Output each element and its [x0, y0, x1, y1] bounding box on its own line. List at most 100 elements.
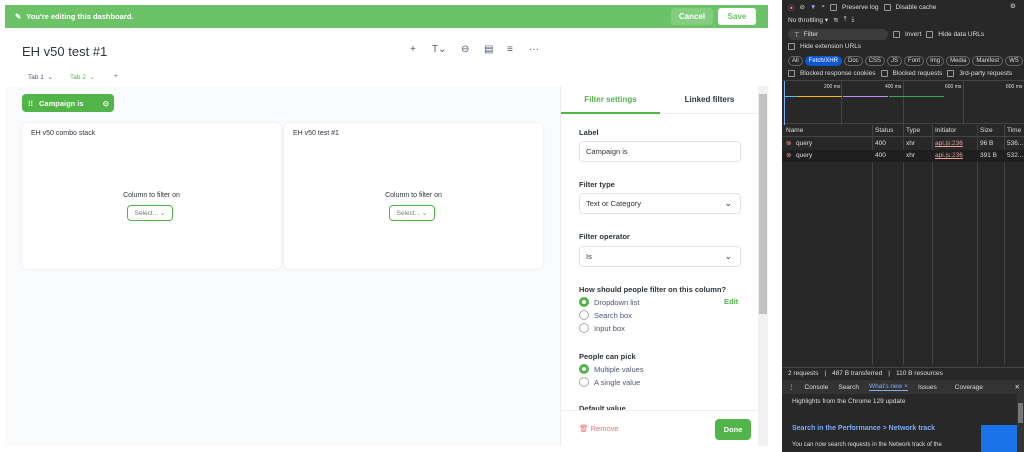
people-can-pick-heading: People can pick: [579, 352, 636, 361]
record-icon[interactable]: ⦿: [788, 5, 795, 12]
cell-time: 536...: [1007, 140, 1024, 147]
cell-name: query: [796, 140, 813, 147]
more-tabs-icon[interactable]: ⋮: [788, 384, 795, 391]
tab-linked-filters[interactable]: Linked filters: [660, 86, 759, 114]
type-filter-ws[interactable]: WS: [1005, 56, 1023, 66]
devtools-panel: ⦿ ⊘ ▼ ⌕ Preserve log Disable cache ⚙ No …: [782, 0, 1024, 452]
cell-initiator[interactable]: api.js:236: [935, 152, 963, 159]
wifi-icon[interactable]: ≋: [833, 17, 839, 24]
sidebar-scrollbar[interactable]: [758, 86, 768, 446]
add-tab-button[interactable]: +: [114, 73, 118, 80]
radio-multiple-values[interactable]: Multiple values: [579, 364, 644, 374]
news-title[interactable]: Search in the Performance > Network trac…: [792, 425, 935, 432]
filter-chip[interactable]: ⁞⁞ Campaign is ⊙: [22, 94, 114, 112]
radio-dropdown-list[interactable]: Dropdown list: [579, 297, 639, 307]
column-select[interactable]: Select... ⌄: [127, 205, 173, 221]
column-label: Column to filter on: [385, 192, 442, 199]
column-header-initiator[interactable]: Initiator: [935, 127, 957, 134]
tab-2[interactable]: Tab 2 ⌄: [66, 73, 99, 87]
tab-filter-settings[interactable]: Filter settings: [561, 86, 660, 114]
filter-type-heading: Filter type: [579, 180, 615, 189]
throttling-select[interactable]: No throttling ▾: [788, 17, 829, 24]
type-filter-doc[interactable]: Doc: [844, 56, 863, 66]
filter-icon[interactable]: ≡: [507, 44, 513, 55]
search-icon[interactable]: ⌕: [821, 3, 826, 10]
text-icon[interactable]: T⌄: [432, 44, 447, 55]
column-label: Column to filter on: [123, 192, 180, 199]
column-header-name[interactable]: Name: [786, 127, 804, 134]
drag-handle-icon[interactable]: ⁞⁞: [28, 98, 33, 108]
filter-sidebar: Filter settings Linked filters Label Cam…: [560, 86, 759, 446]
label-input[interactable]: Campaign is: [579, 141, 741, 162]
tab-console[interactable]: Console: [804, 383, 829, 391]
more-icon[interactable]: ···: [529, 44, 539, 55]
news-image: [981, 425, 1017, 452]
type-filter-media[interactable]: Media: [946, 56, 971, 66]
radio-single-value[interactable]: A single value: [579, 377, 640, 387]
dashboard-title[interactable]: EH v50 test #1: [22, 44, 108, 59]
column-header-time[interactable]: Time: [1007, 127, 1022, 134]
filter-type-select[interactable]: Text or Category ⌄: [579, 193, 741, 214]
cell-size: 96 B: [980, 140, 994, 147]
gear-icon[interactable]: ⊙: [102, 98, 109, 108]
preserve-log-checkbox[interactable]: [830, 3, 838, 11]
hide-data-urls-checkbox[interactable]: [926, 31, 934, 38]
blocked-cookies-checkbox[interactable]: [788, 70, 795, 77]
radio-search-box[interactable]: Search box: [579, 310, 632, 320]
clear-icon[interactable]: ⊘: [799, 4, 805, 11]
card-title: EH v50 test #1: [293, 130, 339, 137]
type-filter-all[interactable]: All: [788, 56, 803, 66]
remove-button[interactable]: 🗑 Remove: [579, 424, 619, 433]
drawer-scrollbar[interactable]: [1017, 393, 1024, 452]
banner-text: You're editing this dashboard.: [26, 12, 134, 21]
settings-icon[interactable]: ⚙: [1010, 3, 1016, 10]
highlights-text: Highlights from the Chrome 129 update: [792, 398, 906, 405]
close-drawer-icon[interactable]: ✕: [1014, 384, 1020, 391]
save-button[interactable]: Save: [718, 8, 756, 25]
type-filter-manifest[interactable]: Manifest: [972, 56, 1004, 66]
request-row[interactable]: ⊗ query 400 xhr api.js:236 96 B 536...: [782, 138, 1024, 150]
type-filter-js[interactable]: JS: [887, 56, 903, 66]
done-button[interactable]: Done: [715, 419, 751, 440]
disable-cache-checkbox[interactable]: [883, 3, 891, 11]
type-filter-fetchxhr[interactable]: Fetch/XHR: [804, 56, 843, 66]
dashcard: EH v50 test #1 Column to filter on Selec…: [284, 123, 543, 269]
column-header-size[interactable]: Size: [980, 127, 993, 134]
column-select[interactable]: Select... ⌄: [389, 205, 435, 221]
tab-1[interactable]: Tab 1 ⌄: [28, 74, 53, 81]
third-party-checkbox[interactable]: [947, 70, 955, 77]
how-heading: How should people filter on this column?: [579, 285, 727, 294]
tab-search[interactable]: Search: [838, 383, 859, 391]
upload-icon[interactable]: ⤒: [843, 16, 847, 23]
chevron-down-icon: ⌄: [724, 251, 732, 261]
status-bar: 2 requests | 487 B transferred | 110 B resou…: [782, 367, 1024, 379]
filter-operator-select[interactable]: Is ⌄: [579, 246, 741, 267]
column-header-status[interactable]: Status: [875, 127, 894, 134]
download-icon[interactable]: ⤓: [851, 16, 855, 23]
radio-input-box[interactable]: Input box: [579, 323, 625, 333]
tab-whats-new[interactable]: What's new ×: [868, 383, 908, 391]
filter-icon[interactable]: ▼: [809, 3, 817, 11]
tab-coverage[interactable]: Coverage: [954, 383, 983, 391]
edit-link[interactable]: Edit: [724, 297, 739, 306]
add-card-icon[interactable]: +: [410, 44, 416, 55]
timeline-overview[interactable]: 200 ms 400 ms 600 ms 800 ms: [782, 80, 1024, 125]
request-row[interactable]: ⊗ query 400 xhr api.js:236 391 B 532...: [782, 150, 1024, 162]
tab-issues[interactable]: Issues: [917, 383, 937, 391]
hide-extension-urls-checkbox[interactable]: [788, 43, 795, 50]
invert-checkbox[interactable]: [893, 31, 900, 38]
blocked-requests-checkbox[interactable]: [880, 70, 888, 77]
filter-chip-label: Campaign is: [39, 98, 84, 108]
link-icon[interactable]: ⊖: [461, 44, 470, 55]
cell-initiator[interactable]: api.js:236: [935, 140, 963, 147]
type-filter-font[interactable]: Font: [904, 56, 925, 66]
type-filter-img[interactable]: Img: [926, 56, 945, 66]
filter-operator-heading: Filter operator: [579, 232, 630, 241]
section-icon[interactable]: ▤: [484, 44, 494, 55]
cancel-button[interactable]: Cancel: [671, 8, 713, 25]
label-heading: Label: [579, 128, 599, 137]
filter-input[interactable]: ⊤ Filter: [788, 29, 888, 40]
type-filter-css[interactable]: CSS: [864, 56, 886, 66]
cell-name: query: [796, 152, 813, 159]
column-header-type[interactable]: Type: [906, 127, 921, 134]
